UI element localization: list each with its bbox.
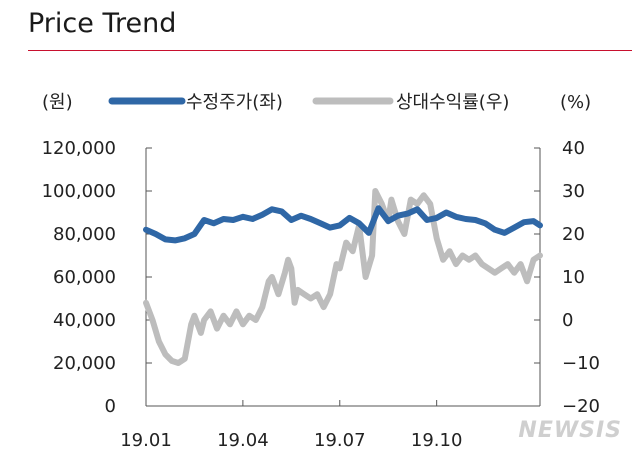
left-axis-ticks: 0 20,000 40,000 60,000 80,000 100,000 120,000 — [42, 138, 152, 417]
left-tick-label: 0 — [105, 396, 116, 417]
title-divider — [28, 50, 632, 51]
left-axis-unit: (원) — [42, 92, 73, 113]
watermark-logo: NEWSIS — [518, 418, 622, 443]
legend-label-relative-return: 상대수익률(우) — [396, 92, 509, 113]
legend: 수정주가(좌) 상대수익률(우) — [108, 92, 509, 113]
right-tick-label: 10 — [562, 267, 585, 288]
left-tick-label: 120,000 — [42, 138, 116, 159]
x-axis-ticks: 19.01 19.04 19.07 19.10 — [120, 400, 462, 451]
right-axis-ticks: −20 −10 0 10 20 30 40 — [534, 138, 600, 417]
series-layer — [143, 188, 543, 366]
right-axis-unit: (%) — [560, 92, 591, 113]
left-tick-label: 20,000 — [53, 353, 116, 374]
left-tick-label: 40,000 — [53, 310, 116, 331]
right-tick-label: 20 — [562, 224, 585, 245]
right-tick-label: 30 — [562, 181, 585, 202]
legend-label-price: 수정주가(좌) — [186, 92, 283, 113]
x-tick-label: 19.10 — [411, 430, 463, 451]
x-tick-label: 19.01 — [120, 430, 172, 451]
right-tick-label: −10 — [562, 353, 600, 374]
left-tick-label: 80,000 — [53, 224, 116, 245]
series-line-price — [143, 205, 543, 244]
left-tick-label: 60,000 — [53, 267, 116, 288]
right-tick-label: 0 — [562, 310, 573, 331]
series-line-relative-return — [143, 188, 543, 366]
right-tick-label: 40 — [562, 138, 585, 159]
x-tick-label: 19.07 — [314, 430, 366, 451]
chart-title: Price Trend — [28, 8, 177, 39]
left-tick-label: 100,000 — [42, 181, 116, 202]
right-tick-label: −20 — [562, 396, 600, 417]
x-tick-label: 19.04 — [217, 430, 269, 451]
